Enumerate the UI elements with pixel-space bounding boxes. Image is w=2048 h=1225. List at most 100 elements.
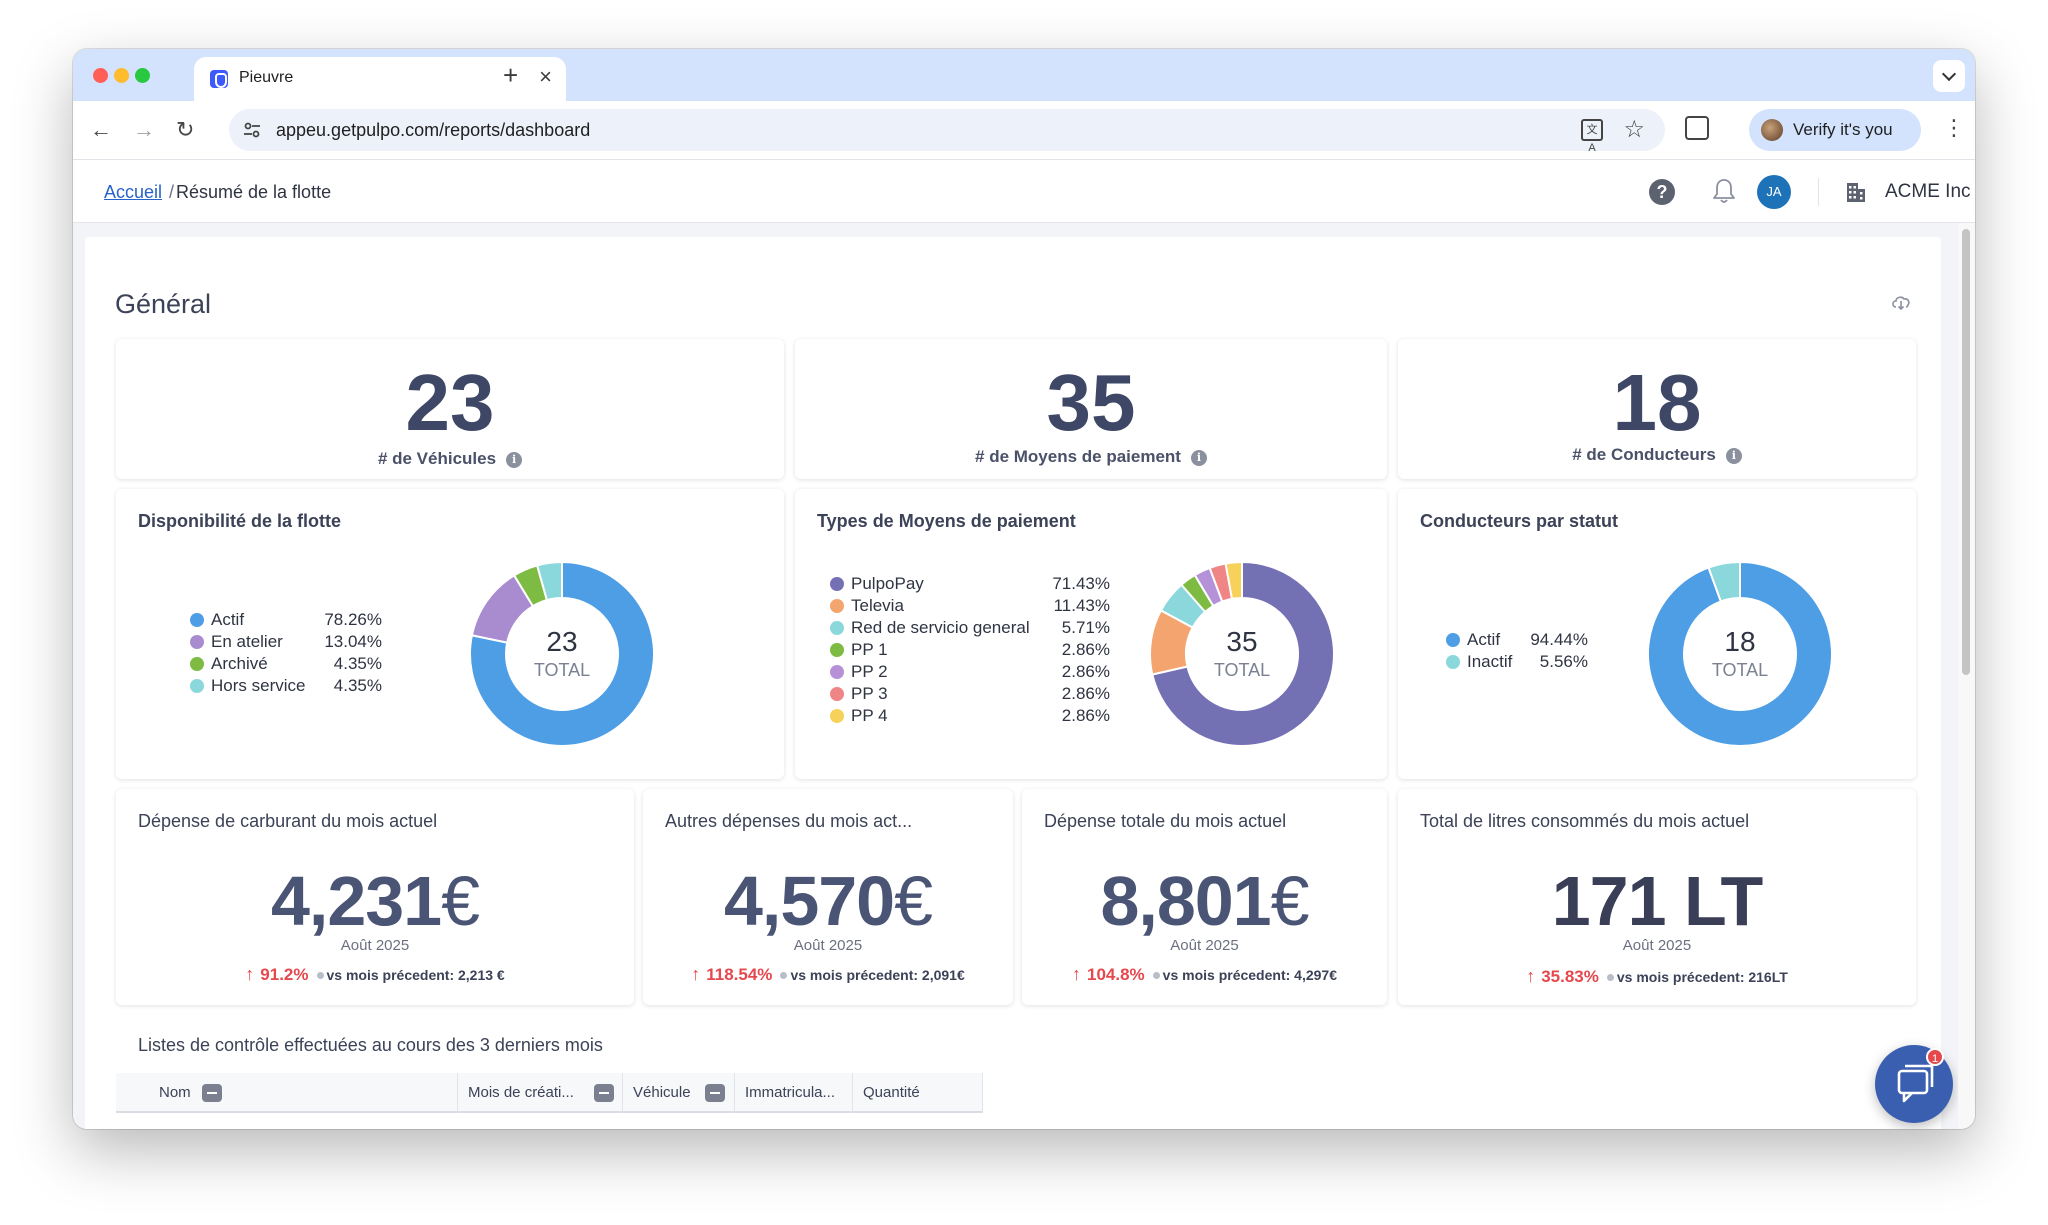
app-header: Accueil / Résumé de la flotte ? JA ACME …	[73, 160, 1975, 223]
tab-strip: Pieuvre × +	[73, 49, 1975, 101]
info-icon[interactable]: i	[506, 452, 523, 468]
donut-slice-actif[interactable]	[469, 560, 655, 747]
donut-slice-hors-service[interactable]	[535, 560, 563, 602]
tab-close-icon[interactable]: ×	[539, 64, 552, 89]
building-icon	[1847, 183, 1865, 202]
extensions-icon[interactable]	[1685, 116, 1709, 140]
fleet-total-label: TOTAL	[533, 660, 591, 680]
donut-slice-pp-4[interactable]	[1224, 560, 1243, 601]
new-tab-button[interactable]: +	[503, 60, 519, 90]
collapse-column-icon[interactable]	[202, 1084, 222, 1102]
tab-search-button[interactable]	[1933, 60, 1965, 92]
column-header-nom[interactable]: Nom	[116, 1073, 458, 1113]
collapse-column-icon[interactable]	[594, 1084, 614, 1102]
minimize-window-button[interactable]	[114, 68, 129, 83]
user-avatar[interactable]: JA	[1757, 175, 1791, 209]
site-settings-icon[interactable]	[243, 121, 261, 139]
liters-trend-value: 35.83%	[1541, 967, 1599, 986]
total-spend-trend: ↑ 104.8% vs mois précedent: 4,297€	[1022, 964, 1387, 985]
browser-menu-icon[interactable]: ⋮	[1943, 115, 1965, 140]
drivers-status-donut[interactable]	[1645, 559, 1835, 749]
legend-item[interactable]: PP 3 2.86%	[830, 683, 1110, 705]
legend-swatch	[190, 613, 204, 627]
legend-value: 5.71%	[1061, 618, 1110, 637]
payment-types-donut[interactable]	[1147, 559, 1337, 749]
legend-label: En atelier	[211, 632, 283, 651]
legend-item[interactable]: PP 4 2.86%	[830, 705, 1110, 727]
column-header-vehicule[interactable]: Véhicule	[623, 1073, 735, 1113]
legend-item[interactable]: PP 1 2.86%	[830, 639, 1110, 661]
fleet-availability-donut[interactable]	[467, 559, 657, 749]
breadcrumb-home-link[interactable]: Accueil	[104, 182, 163, 202]
other-spend-title: Autres dépenses du mois act...	[665, 811, 913, 831]
collapse-column-icon[interactable]	[705, 1084, 725, 1102]
info-icon[interactable]: i	[1190, 450, 1207, 466]
drivers-count-text: # de Conducteurs	[1572, 445, 1716, 464]
column-header-mois[interactable]: Mois de créati...	[458, 1073, 623, 1113]
bookmark-star-icon[interactable]: ☆	[1623, 116, 1645, 143]
column-label: Mois de créati...	[468, 1084, 574, 1101]
total-spend-currency: €	[1270, 862, 1310, 940]
liters-trend: ↑ 35.83% vs mois précedent: 216LT	[1398, 966, 1916, 987]
legend-label: Actif	[211, 610, 245, 629]
address-bar[interactable]: appeu.getpulpo.com/reports/dashboard 文A …	[229, 109, 1665, 154]
trend-dot	[1152, 972, 1160, 980]
browser-tab[interactable]: Pieuvre ×	[194, 57, 566, 101]
legend-item[interactable]: PP 2 2.86%	[830, 661, 1110, 683]
payment-methods-count: 35	[1046, 358, 1136, 447]
legend-swatch	[830, 665, 844, 679]
browser-toolbar: ← → ↻ appeu.getpulpo.com/reports/dashboa…	[73, 101, 1975, 160]
fleet-availability-title: Disponibilité de la flotte	[138, 511, 342, 531]
legend-item[interactable]: Red de servicio general 5.71%	[830, 617, 1110, 639]
column-header-immatriculation[interactable]: Immatricula...	[735, 1073, 853, 1113]
chat-unread-badge: 1	[1926, 1048, 1944, 1066]
legend-value: 2.86%	[1061, 662, 1110, 681]
column-header-quantite[interactable]: Quantité	[853, 1073, 983, 1113]
url-text[interactable]: appeu.getpulpo.com/reports/dashboard	[276, 120, 591, 140]
donut-slice-pulpopay[interactable]	[1151, 560, 1335, 747]
checklists-grid-header: Nom Mois de créati... Véhicule Immatricu…	[116, 1073, 983, 1113]
other-spend-currency: €	[894, 862, 933, 940]
translate-icon[interactable]: 文A	[1581, 119, 1603, 154]
donut-slice-inactif[interactable]	[1707, 560, 1741, 603]
legend-item[interactable]: Televia 11.43%	[830, 595, 1110, 617]
maximize-window-button[interactable]	[135, 68, 150, 83]
back-button[interactable]: ←	[90, 117, 112, 142]
drivers-status-title: Conducteurs par statut	[1420, 511, 1619, 531]
legend-label: Televia	[851, 596, 904, 615]
profile-verify-button[interactable]: Verify it's you	[1749, 109, 1921, 151]
legend-item[interactable]: Actif 78.26%	[190, 609, 382, 631]
liters-previous: vs mois précedent: 216LT	[1616, 969, 1788, 985]
legend-item[interactable]: Actif 94.44%	[1446, 629, 1588, 651]
vehicles-count: 23	[405, 358, 495, 447]
help-icon[interactable]: ?	[1649, 179, 1675, 205]
legend-item[interactable]: Hors service 4.35%	[190, 675, 382, 697]
legend-item[interactable]: PulpoPay 71.43%	[830, 573, 1110, 595]
fuel-spend-currency: €	[441, 862, 480, 940]
liters-value: 171 LT	[1398, 861, 1916, 941]
donut-slice-actif[interactable]	[1647, 560, 1833, 747]
cloud-download-icon[interactable]	[1890, 293, 1912, 311]
drivers-status-card: Conducteurs par statut Actif 94.44% Inacti…	[1398, 489, 1916, 779]
legend-label: PP 2	[851, 662, 888, 681]
legend-item[interactable]: En atelier 13.04%	[190, 631, 382, 653]
payment-types-legend: PulpoPay 71.43% Televia 11.43% Red de servic…	[830, 573, 1110, 727]
legend-item[interactable]: Inactif 5.56%	[1446, 651, 1588, 673]
page-scrollbar-thumb[interactable]	[1962, 229, 1970, 675]
liters-amount: 171 LT	[1551, 862, 1764, 940]
close-window-button[interactable]	[93, 68, 108, 83]
other-spend-trend-value: 118.54%	[706, 965, 773, 984]
notification-bell-icon[interactable]	[1711, 177, 1737, 205]
reload-button[interactable]: ↻	[176, 117, 195, 142]
total-spend-title: Dépense totale du mois actuel	[1044, 811, 1287, 831]
forward-button[interactable]: →	[133, 117, 155, 142]
vehicles-count-label: # de Véhicules i	[116, 449, 784, 469]
legend-swatch	[830, 709, 844, 723]
organization-name[interactable]: ACME Inc	[1885, 181, 1971, 202]
total-spend-card: Dépense totale du mois actuel 8,801€ Aoû…	[1022, 789, 1387, 1005]
legend-value: 4.35%	[333, 654, 382, 673]
column-label: Nom	[159, 1084, 191, 1101]
other-spend-trend: ↑ 118.54% vs mois précedent: 2,091€	[643, 964, 1013, 985]
legend-item[interactable]: Archivé 4.35%	[190, 653, 382, 675]
info-icon[interactable]: i	[1725, 448, 1742, 464]
